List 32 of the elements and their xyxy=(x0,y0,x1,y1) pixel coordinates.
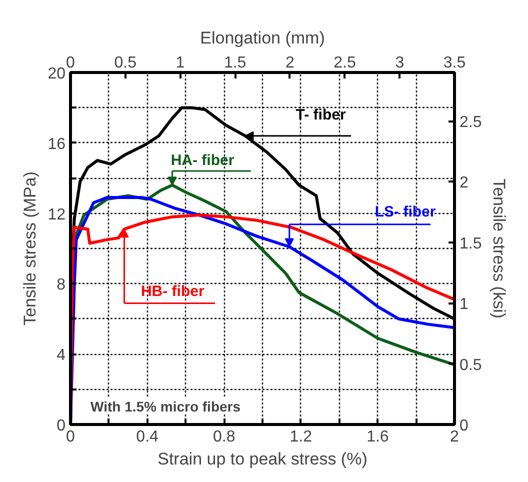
y-axis-title: Tensile stress (MPa) xyxy=(20,172,40,326)
y-tick-label: 16 xyxy=(48,136,66,153)
x2-tick-label: 2.5 xyxy=(334,54,356,72)
y2-tick-label: 2 xyxy=(460,174,468,192)
y-tick-label: 12 xyxy=(48,206,66,224)
y2-tick-label: 0.5 xyxy=(460,356,482,374)
x-tick-label: 0.8 xyxy=(212,428,236,446)
y2-tick-label: 2.5 xyxy=(460,114,482,132)
x-tick-label: 2 xyxy=(450,428,460,446)
x-tick-label: 1.2 xyxy=(290,428,312,446)
y2-tick-label: 0 xyxy=(460,418,468,434)
x-tick-label: 1.6 xyxy=(366,428,389,446)
y-tick-label: 0 xyxy=(56,418,66,434)
x-tick-label: 0.4 xyxy=(136,428,159,446)
x2-tick-label: 3 xyxy=(395,54,404,72)
y-tick-label: 4 xyxy=(56,347,66,364)
text: LS- fiber xyxy=(374,203,436,220)
y2-axis-title: Tensile stress (ksi) xyxy=(490,178,509,318)
annotation: With 1.5% micro fibers xyxy=(90,398,241,414)
series-label: HA- fiber xyxy=(170,152,234,169)
x2-tick-label: 1 xyxy=(176,54,185,72)
x2-tick-label: 0.5 xyxy=(114,54,137,72)
y-tick-label: 8 xyxy=(56,276,66,294)
y2-tick-label: 1.5 xyxy=(460,235,482,252)
x-axis-title: Strain up to peak stress (%) xyxy=(158,450,368,468)
x2-tick-label: 2 xyxy=(285,54,294,72)
x2-axis-title: Elongation (mm) xyxy=(200,28,325,48)
x2-tick-label: 1.5 xyxy=(224,54,246,72)
text: HB- fiber xyxy=(140,283,204,300)
y-tick-label: 20 xyxy=(48,66,66,82)
y2-tick-label: 1 xyxy=(460,296,468,314)
x2-tick-label: 3.5 xyxy=(443,54,466,72)
